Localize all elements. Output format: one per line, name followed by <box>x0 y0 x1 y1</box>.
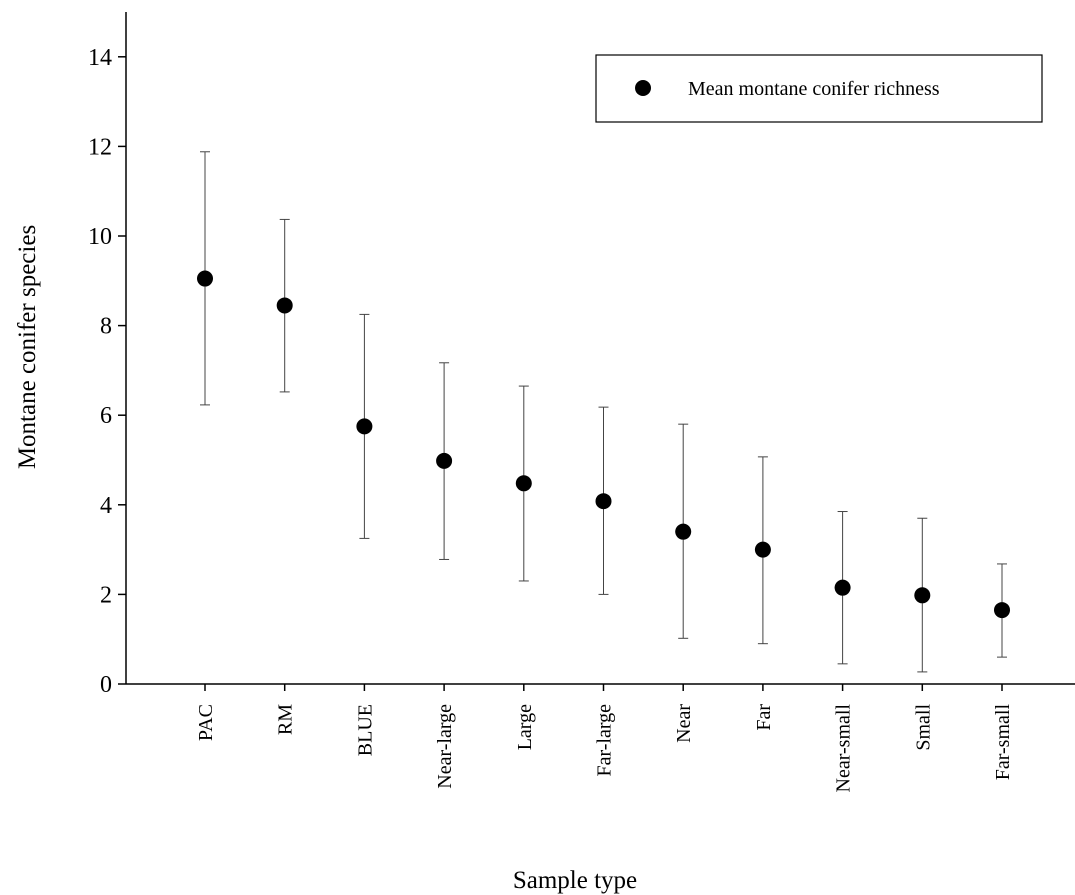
chart-marks <box>197 151 1010 673</box>
y-tick-label: 8 <box>100 314 112 340</box>
data-point <box>994 602 1010 619</box>
x-tick-label: BLUE <box>354 704 376 756</box>
x-tick-label: Near-small <box>833 704 855 793</box>
y-tick-label: 4 <box>100 493 112 519</box>
y-tick-label: 2 <box>100 582 112 608</box>
y-tick-label: 6 <box>100 403 112 429</box>
y-tick-label: 14 <box>88 45 112 71</box>
data-point <box>436 452 453 469</box>
data-point <box>914 587 931 604</box>
x-tick-label: Large <box>514 704 536 750</box>
x-tick-label: PAC <box>195 704 217 741</box>
x-tick-label: Far-small <box>992 704 1014 781</box>
x-tick-label: RM <box>275 704 297 735</box>
data-point <box>356 418 373 435</box>
x-tick-label: Far-large <box>594 704 616 777</box>
x-tick-label: Small <box>912 704 934 751</box>
data-point <box>595 493 612 510</box>
y-tick-label: 12 <box>88 134 112 160</box>
x-tick-label: Far <box>753 704 775 731</box>
legend: Mean montane conifer richness <box>595 54 1043 123</box>
legend-marker <box>635 80 651 96</box>
x-axis-ticks: PAC RM BLUE Near-large Large Far-large Near Far… <box>195 684 1014 792</box>
x-axis-title: Sample type <box>513 867 637 894</box>
y-tick-label: 0 <box>100 672 112 698</box>
data-point <box>834 579 851 596</box>
data-point <box>675 523 692 540</box>
x-tick-label: Near <box>673 704 695 743</box>
data-point <box>276 297 293 314</box>
y-tick-label: 10 <box>88 224 112 250</box>
y-axis-title: Montane conifer species <box>14 225 41 469</box>
legend-label: Mean montane conifer richness <box>688 78 940 100</box>
data-point <box>754 541 771 558</box>
legend-box <box>595 54 1043 123</box>
x-tick-label: Near-large <box>434 704 456 789</box>
y-axis-ticks: 0 2 4 6 8 10 12 14 <box>88 45 126 698</box>
data-point <box>515 475 532 492</box>
data-point <box>197 270 213 287</box>
